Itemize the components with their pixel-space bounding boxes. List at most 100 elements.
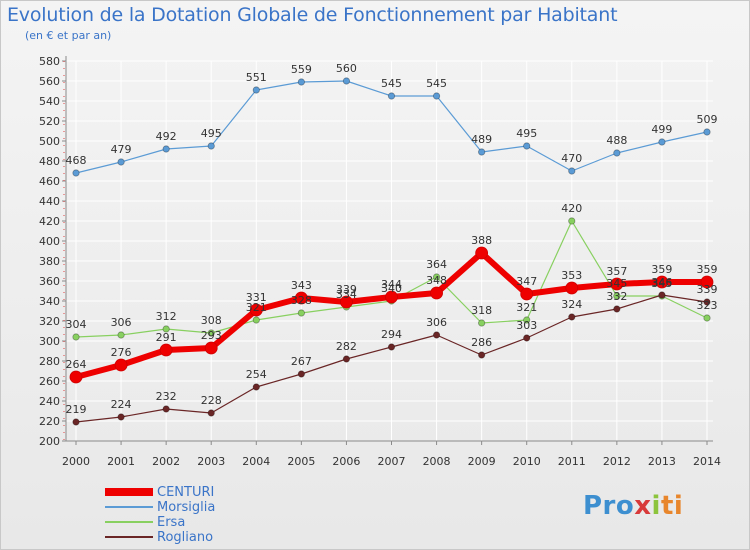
data-label-centuri-2010: 347 bbox=[516, 275, 537, 288]
data-label-ersa-2010: 321 bbox=[516, 301, 537, 314]
data-label-morsiglia-2005: 559 bbox=[291, 63, 312, 76]
point-morsiglia-2007 bbox=[387, 92, 396, 100]
point-morsiglia-2014 bbox=[703, 128, 711, 136]
x-tick-label: 2004 bbox=[242, 455, 270, 468]
series-points bbox=[69, 77, 714, 426]
data-label-centuri-2007: 344 bbox=[381, 278, 402, 291]
x-tick-label: 2011 bbox=[558, 455, 586, 468]
point-ersa-2011 bbox=[568, 217, 576, 225]
point-morsiglia-2000 bbox=[72, 169, 80, 177]
data-labels: 468 479 492 495 551 559 560 545 545 489 495 470 488 4… bbox=[66, 62, 718, 416]
data-label-centuri-2003: 293 bbox=[201, 329, 222, 342]
point-centuri-2007 bbox=[385, 290, 398, 304]
legend-swatch-ersa bbox=[105, 521, 153, 523]
point-centuri-2008 bbox=[430, 286, 443, 300]
data-label-ersa-2012: 345 bbox=[606, 277, 627, 290]
data-label-ersa-2013: 345 bbox=[651, 277, 672, 290]
legend-label-centuri: CENTURI bbox=[157, 485, 215, 500]
data-label-ersa-2003: 308 bbox=[201, 314, 222, 327]
data-label-morsiglia-2012: 488 bbox=[606, 134, 627, 147]
legend-item-ersa[interactable]: Ersa bbox=[105, 515, 215, 530]
data-label-rogliano-2004: 254 bbox=[246, 368, 267, 381]
point-centuri-2004 bbox=[249, 303, 263, 317]
point-morsiglia-2005 bbox=[297, 78, 305, 86]
data-label-morsiglia-2002: 492 bbox=[156, 130, 177, 143]
y-tick-label: 420 bbox=[39, 215, 60, 228]
legend-label-morsiglia: Morsiglia bbox=[157, 500, 216, 515]
legend: CENTURI Morsiglia Ersa Rogliano bbox=[105, 485, 215, 545]
data-label-rogliano-2013: 346 bbox=[651, 276, 672, 289]
y-tick-label: 380 bbox=[39, 255, 60, 268]
point-morsiglia-2006 bbox=[342, 77, 351, 85]
legend-swatch-rogliano bbox=[105, 536, 153, 538]
y-tick-label: 320 bbox=[39, 315, 60, 328]
data-label-ersa-2007: 340 bbox=[381, 282, 402, 295]
y-tick-label: 540 bbox=[39, 95, 60, 108]
y-tick-label: 520 bbox=[39, 115, 60, 128]
data-label-morsiglia-2004: 551 bbox=[246, 71, 267, 84]
point-rogliano-2001 bbox=[117, 413, 125, 421]
x-tick-label: 2001 bbox=[107, 455, 135, 468]
proxiti-logo: Proxiti bbox=[583, 491, 683, 521]
data-label-rogliano-2005: 267 bbox=[291, 355, 312, 368]
point-rogliano-2006 bbox=[342, 355, 351, 363]
point-rogliano-2007 bbox=[387, 343, 396, 351]
point-centuri-2001 bbox=[114, 358, 128, 372]
data-label-rogliano-2012: 332 bbox=[606, 290, 627, 303]
data-label-ersa-2009: 318 bbox=[471, 304, 492, 317]
point-morsiglia-2013 bbox=[658, 138, 666, 146]
data-label-morsiglia-2001: 479 bbox=[111, 143, 132, 156]
x-tick-label: 2010 bbox=[513, 455, 541, 468]
data-label-ersa-2006: 334 bbox=[336, 288, 357, 301]
y-tick-label: 360 bbox=[39, 275, 60, 288]
legend-label-ersa: Ersa bbox=[157, 515, 186, 530]
point-rogliano-2013 bbox=[658, 291, 666, 299]
chart-title: Evolution de la Dotation Globale de Fonc… bbox=[7, 4, 618, 26]
legend-item-centuri[interactable]: CENTURI bbox=[105, 485, 215, 500]
point-morsiglia-2012 bbox=[613, 149, 621, 157]
y-tick-label: 280 bbox=[39, 355, 60, 368]
point-centuri-2003 bbox=[204, 341, 218, 355]
point-centuri-2014 bbox=[700, 275, 714, 289]
point-rogliano-2003 bbox=[207, 409, 215, 417]
x-tick-label: 2013 bbox=[648, 455, 676, 468]
legend-item-morsiglia[interactable]: Morsiglia bbox=[105, 500, 215, 515]
data-label-centuri-2001: 276 bbox=[111, 346, 132, 359]
data-label-rogliano-2014: 339 bbox=[697, 283, 718, 296]
data-label-centuri-2008: 348 bbox=[426, 274, 447, 287]
point-ersa-2002 bbox=[162, 325, 170, 333]
data-label-centuri-2011: 353 bbox=[561, 269, 582, 282]
point-morsiglia-2011 bbox=[568, 167, 576, 175]
data-label-morsiglia-2009: 489 bbox=[471, 133, 492, 146]
data-label-rogliano-2009: 286 bbox=[471, 336, 492, 349]
x-tick-label: 2008 bbox=[423, 455, 451, 468]
point-rogliano-2000 bbox=[72, 418, 80, 426]
point-centuri-2010 bbox=[520, 287, 534, 301]
point-ersa-2001 bbox=[117, 331, 125, 339]
data-label-rogliano-2000: 219 bbox=[66, 403, 87, 416]
y-tick-label: 560 bbox=[39, 75, 60, 88]
data-label-rogliano-2003: 228 bbox=[201, 394, 222, 407]
y-tick-label: 220 bbox=[39, 415, 60, 428]
y-tick-label: 500 bbox=[39, 135, 60, 148]
data-label-ersa-2005: 328 bbox=[291, 294, 312, 307]
point-ersa-2008 bbox=[432, 273, 441, 281]
point-ersa-2000 bbox=[72, 333, 80, 341]
legend-label-rogliano: Rogliano bbox=[157, 530, 214, 545]
data-label-ersa-2002: 312 bbox=[156, 310, 177, 323]
data-label-morsiglia-2007: 545 bbox=[381, 77, 402, 90]
y-tick-label: 260 bbox=[39, 375, 60, 388]
x-tick-label: 2014 bbox=[693, 455, 721, 468]
data-label-morsiglia-2014: 509 bbox=[697, 113, 718, 126]
point-centuri-2005 bbox=[294, 291, 308, 305]
x-tick-label: 2005 bbox=[287, 455, 315, 468]
data-label-ersa-2001: 306 bbox=[111, 316, 132, 329]
data-label-morsiglia-2010: 495 bbox=[516, 127, 537, 140]
legend-item-rogliano[interactable]: Rogliano bbox=[105, 530, 215, 545]
point-ersa-2012 bbox=[613, 292, 621, 300]
point-ersa-2014 bbox=[703, 314, 711, 322]
data-label-ersa-2000: 304 bbox=[66, 318, 87, 331]
point-ersa-2009 bbox=[478, 319, 486, 327]
data-label-morsiglia-2006: 560 bbox=[336, 62, 357, 75]
